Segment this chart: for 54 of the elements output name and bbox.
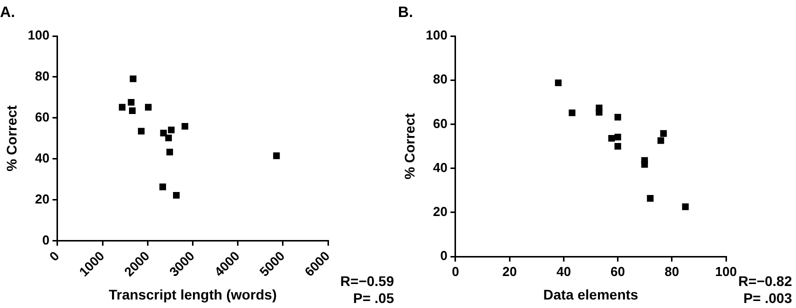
y-axis-title: % Correct [3,104,20,172]
point [129,107,136,114]
point [144,104,152,111]
point [614,142,622,150]
point [165,134,172,142]
y-tick-label: 100 [28,28,50,43]
point [614,114,622,121]
y-tick-label: 80 [35,68,50,84]
x-tick-label: 60 [610,264,626,279]
point [554,79,562,86]
x-tick-label: 40 [556,264,571,279]
x-tick-label: 100 [715,264,737,279]
text: P= .003 [743,290,792,306]
point [568,109,576,116]
point [138,128,145,135]
y-tick-label: 20 [35,191,50,206]
point [682,203,689,210]
point [608,135,615,142]
text: R=−0.59 [340,273,394,289]
x-axis-title: Transcript length (words) [108,286,277,302]
y-axis-title: % Correct [401,112,418,180]
point [160,130,167,136]
y-tick-label: 40 [433,160,448,175]
x-axis-title: Data elements [543,286,638,302]
x-tick-label: 0 [46,248,62,264]
point [168,126,175,134]
y-tick-label: 60 [35,109,50,124]
point [596,109,602,116]
point [641,161,648,168]
point [646,195,654,202]
point [182,122,188,130]
point [166,148,174,156]
point [614,134,622,140]
x-tick-label: 0 [452,264,460,279]
text: R=−0.82 [738,273,792,289]
x-tick-label: 80 [664,264,680,279]
point [273,152,280,160]
y-tick-label: 20 [433,204,448,220]
point [660,130,667,137]
point [657,137,664,144]
y-tick-label: 40 [35,150,50,166]
y-tick-label: 100 [426,28,448,43]
chart-title: B. [398,4,413,22]
y-tick-label: 80 [433,72,448,87]
point [118,104,126,111]
text: P= .05 [353,290,394,306]
point [130,75,136,82]
chart-title: A. [0,4,15,22]
point [173,192,180,199]
point [128,99,134,106]
point [159,184,166,190]
x-tick-label: 20 [502,264,517,279]
y-tick-label: 0 [42,232,50,248]
y-tick-label: 60 [433,116,448,131]
